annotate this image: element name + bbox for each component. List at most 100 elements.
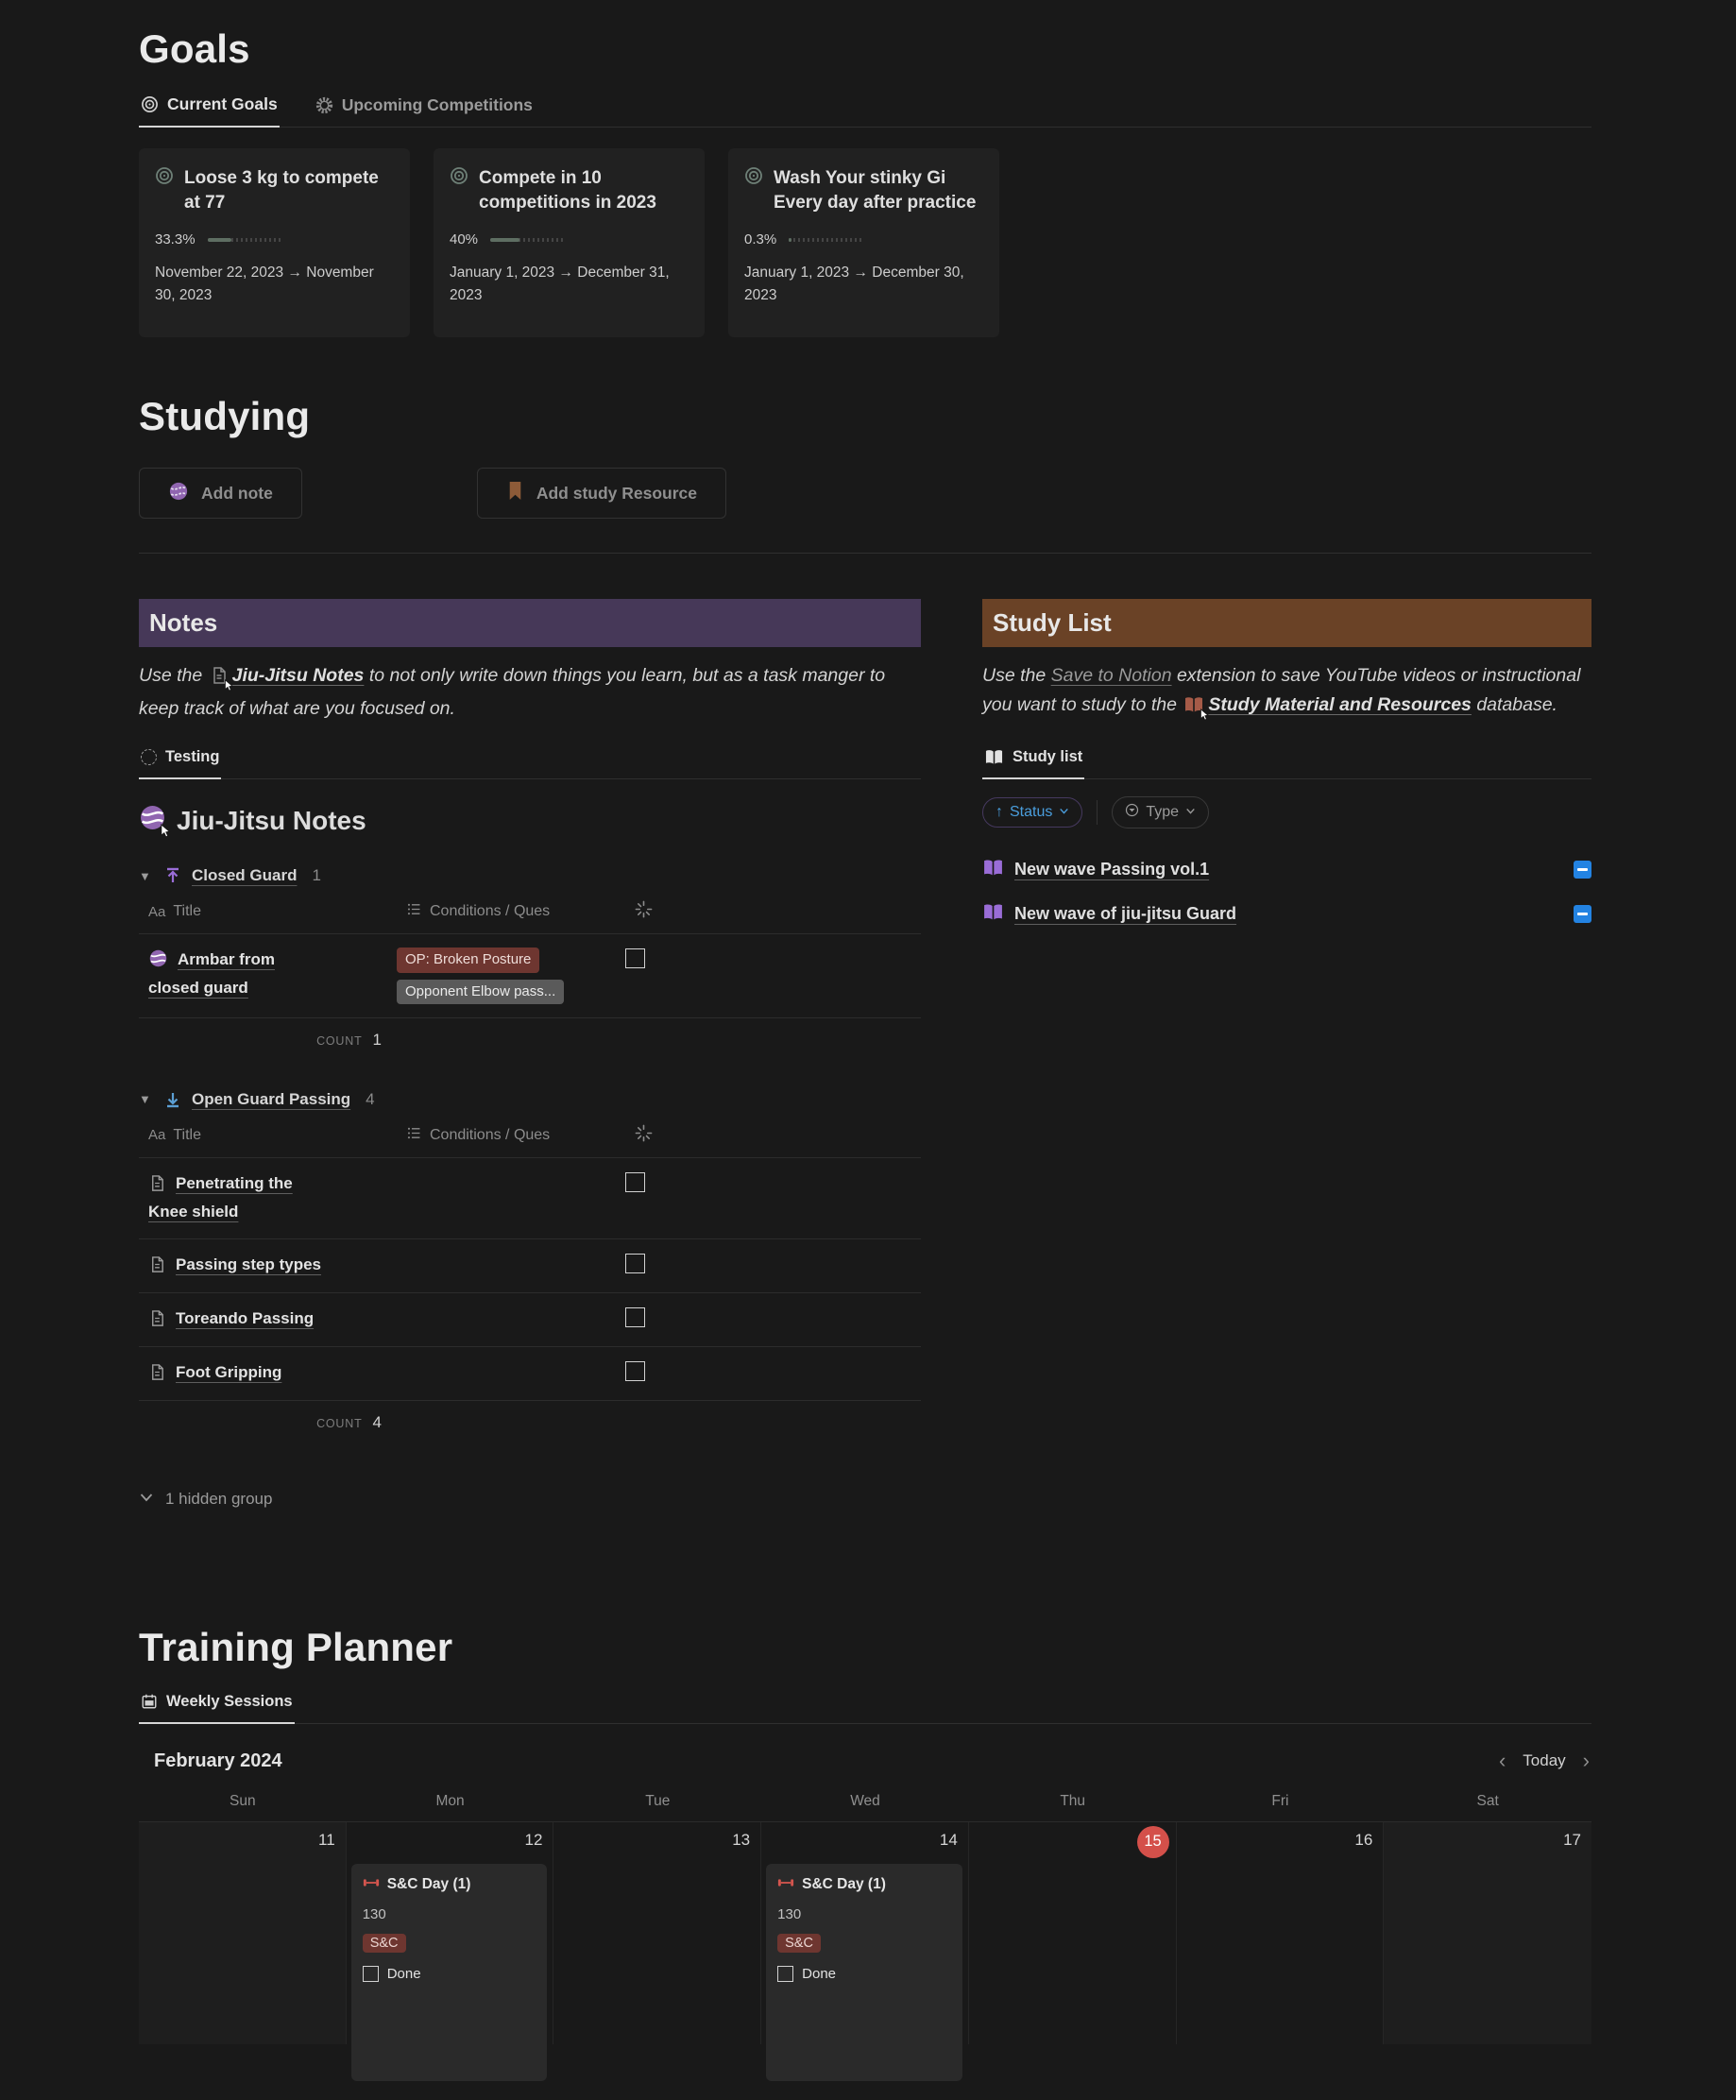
goal-card[interactable]: Wash Your stinky Gi Every day after prac… <box>728 148 999 337</box>
checkbox-unchecked[interactable] <box>777 1965 794 1982</box>
calendar-day-headers: Sun Mon Tue Wed Thu Fri Sat <box>139 1793 1591 1821</box>
study-material-link[interactable]: Study Material and Resources <box>1208 694 1472 716</box>
study-list-items: New wave Passing vol.1 New wave of jiu-j… <box>982 847 1591 936</box>
chevron-down-icon <box>1059 804 1069 821</box>
dumbbell-icon <box>777 1876 794 1894</box>
item-title[interactable]: New wave Passing vol.1 <box>1014 860 1210 879</box>
calendar-cell[interactable]: 13 <box>553 1821 762 2044</box>
checkbox-unchecked[interactable] <box>362 1965 379 1982</box>
spinner-icon <box>635 1124 653 1147</box>
add-study-resource-button[interactable]: Add study Resource <box>476 468 727 519</box>
type-filter[interactable]: Type <box>1112 796 1210 829</box>
tag[interactable]: OP: Broken Posture <box>397 948 540 973</box>
day-header: Mon <box>435 1792 465 1809</box>
group-name[interactable]: Open Guard Passing <box>192 1089 351 1108</box>
toggle-triangle-icon[interactable]: ▼ <box>139 868 151 883</box>
tab-weekly-sessions[interactable]: Weekly Sessions <box>139 1693 295 1724</box>
checkbox-unchecked[interactable] <box>625 1307 645 1328</box>
date-number: 13 <box>732 1830 751 1849</box>
calendar-event-card[interactable]: S&C Day (1) 130 S&C Done <box>766 1863 962 2081</box>
tab-label: Study list <box>1013 748 1083 766</box>
planner-tabbar: Weekly Sessions <box>139 1693 1591 1724</box>
notes-database-icon <box>168 481 189 506</box>
table-row[interactable]: Toreando Passing <box>139 1293 921 1347</box>
calendar-cell[interactable]: 16 <box>1177 1821 1385 2044</box>
status-filter[interactable]: ↑ Status <box>982 797 1083 828</box>
progress-bar <box>789 237 863 242</box>
list-item[interactable]: New wave of jiu-jitsu Guard <box>982 892 1591 936</box>
today-button[interactable]: Today <box>1523 1751 1566 1770</box>
progress-bar <box>207 237 281 242</box>
today-date-badge: 15 <box>1136 1825 1169 1858</box>
tab-current-goals[interactable]: Current Goals <box>139 94 280 128</box>
page-icon <box>148 1309 166 1327</box>
group-count: 1 <box>312 866 321 885</box>
day-header: Sun <box>230 1792 256 1809</box>
list-item[interactable]: New wave Passing vol.1 <box>982 847 1591 892</box>
book-icon <box>984 748 1004 766</box>
goal-title: Wash Your stinky Gi Every day after prac… <box>774 168 977 213</box>
status-dashed-circle-icon <box>141 749 157 766</box>
checkbox-unchecked[interactable] <box>625 1171 645 1192</box>
next-month-button[interactable]: › <box>1582 1749 1590 1773</box>
add-note-button[interactable]: Add note <box>139 468 302 519</box>
goal-card[interactable]: Compete in 10 competitions in 2023 40% J… <box>434 148 705 337</box>
calendar-month-label: February 2024 <box>154 1750 282 1771</box>
tab-testing[interactable]: Testing <box>139 748 222 780</box>
goals-tabbar: Current Goals Upcoming Competitions <box>139 94 1591 128</box>
count-label: COUNT <box>316 1033 363 1048</box>
group-name[interactable]: Closed Guard <box>192 866 298 885</box>
goals-heading: Goals <box>139 26 250 71</box>
tab-upcoming-competitions[interactable]: Upcoming Competitions <box>314 94 535 128</box>
tag[interactable]: Opponent Elbow pass... <box>397 979 565 1004</box>
column-title[interactable]: Title <box>173 903 201 920</box>
table-row[interactable]: Armbar from closed guard OP: Broken Post… <box>139 934 921 1018</box>
item-title[interactable]: New wave of jiu-jitsu Guard <box>1014 904 1237 924</box>
table-row[interactable]: Foot Gripping <box>139 1347 921 1401</box>
calendar-cell[interactable]: 12 S&C Day (1) 130 S&C Done <box>347 1821 554 2081</box>
save-to-notion-link[interactable]: Save to Notion <box>1050 665 1172 686</box>
column-conditions[interactable]: Conditions / Ques <box>430 903 551 920</box>
table-header: Aa Title Conditions / Ques <box>139 900 921 935</box>
calendar-event-card[interactable]: S&C Day (1) 130 S&C Done <box>350 1863 548 2081</box>
checkbox-unchecked[interactable] <box>625 1254 645 1274</box>
training-planner-heading: Training Planner <box>139 1624 453 1669</box>
calendar-cell[interactable]: 14 S&C Day (1) 130 S&C Done <box>761 1821 969 2081</box>
hidden-group-toggle[interactable]: 1 hidden group <box>139 1490 921 1510</box>
event-todo-label: Done <box>802 1965 836 1982</box>
row-title[interactable]: Penetrating the Knee shield <box>148 1173 293 1221</box>
table-header: Aa Title Conditions / Ques <box>139 1124 921 1158</box>
table-row[interactable]: Penetrating the Knee shield <box>139 1158 921 1240</box>
calendar-cell[interactable]: 17 <box>1384 1821 1591 2044</box>
date-number: 14 <box>939 1830 958 1849</box>
row-title[interactable]: Toreando Passing <box>176 1309 315 1328</box>
calendar-cell-today[interactable]: 15 <box>969 1821 1177 2044</box>
jiu-jitsu-notes-link[interactable]: Jiu-Jitsu Notes <box>231 665 365 686</box>
checkbox-unchecked[interactable] <box>625 948 645 969</box>
row-title[interactable]: Armbar from closed guard <box>148 950 275 998</box>
studying-heading: Studying <box>139 394 311 438</box>
count-value: 1 <box>372 1030 382 1049</box>
db-title-text[interactable]: Jiu-Jitsu Notes <box>177 806 366 836</box>
group-open-guard-passing: ▼ Open Guard Passing 4 <box>139 1090 921 1109</box>
day-header: Wed <box>850 1792 880 1809</box>
group-closed-guard: ▼ Closed Guard 1 <box>139 866 921 885</box>
row-title[interactable]: Passing step types <box>176 1255 322 1274</box>
prev-month-button[interactable]: ‹ <box>1498 1749 1506 1773</box>
checkbox-unchecked[interactable] <box>625 1360 645 1381</box>
goal-title: Loose 3 kg to compete at 77 <box>184 168 379 213</box>
goal-card[interactable]: Loose 3 kg to compete at 77 33.3% Novemb… <box>139 148 410 337</box>
add-resource-label: Add study Resource <box>536 483 698 503</box>
checkbox-indeterminate[interactable] <box>1574 861 1591 879</box>
checkbox-indeterminate[interactable] <box>1574 905 1591 924</box>
target-icon <box>744 166 763 215</box>
linked-database-title: Jiu-Jitsu Notes <box>139 804 921 838</box>
column-conditions[interactable]: Conditions / Ques <box>430 1126 551 1143</box>
group-count: 4 <box>366 1089 375 1108</box>
table-row[interactable]: Passing step types <box>139 1239 921 1294</box>
row-title[interactable]: Foot Gripping <box>176 1362 282 1381</box>
calendar-cell[interactable]: 11 <box>139 1821 347 2044</box>
toggle-triangle-icon[interactable]: ▼ <box>139 1092 151 1107</box>
column-title[interactable]: Title <box>173 1126 201 1143</box>
tab-study-list[interactable]: Study list <box>982 748 1085 780</box>
